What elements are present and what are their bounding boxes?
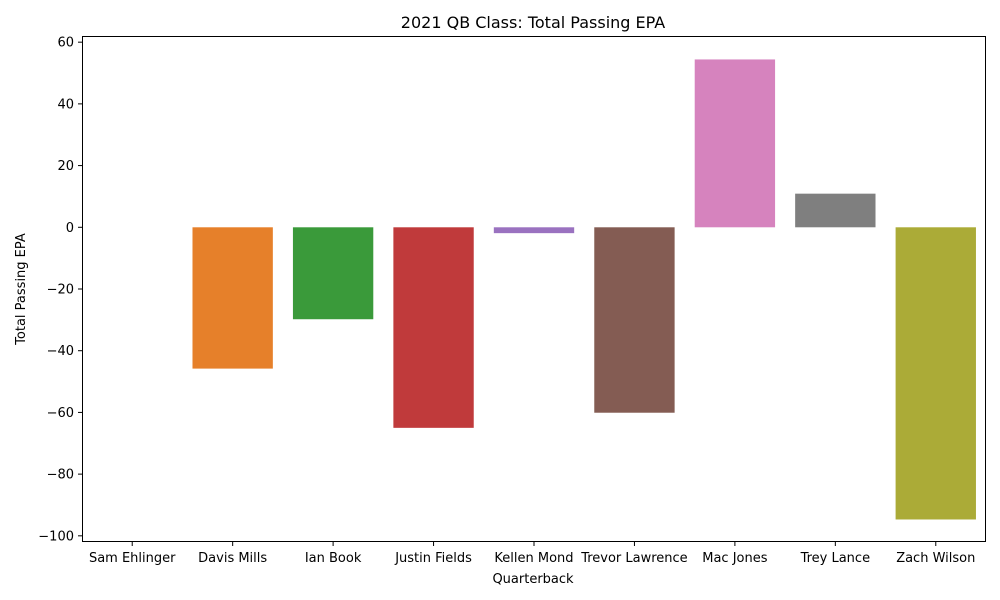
x-axis-label: Quarterback: [492, 572, 574, 587]
bar-trevor-lawrence: [594, 227, 675, 413]
y-tick-label: 0: [66, 221, 74, 236]
x-tick-label: Justin Fields: [394, 551, 472, 566]
x-tick-label: Trey Lance: [800, 551, 871, 566]
x-tick-label: Zach Wilson: [896, 551, 975, 566]
chart-title: 2021 QB Class: Total Passing EPA: [401, 13, 665, 32]
bar-ian-book: [292, 227, 374, 320]
plot-frame: [82, 36, 986, 542]
x-tick-label: Kellen Mond: [494, 551, 573, 566]
x-tick-label: Mac Jones: [702, 551, 767, 566]
y-tick-label: −80: [47, 468, 74, 483]
x-axis-ticks: Sam Ehlinger Davis Mills Ian Book Justin Fi…: [89, 542, 975, 566]
y-axis-label: Total Passing EPA: [14, 233, 29, 346]
x-tick-label: Sam Ehlinger: [89, 551, 176, 566]
y-tick-label: −40: [47, 344, 74, 359]
y-axis-ticks: −100 −80 −60 −40 −20 0 20 40 60: [38, 36, 82, 544]
y-tick-label: 40: [57, 97, 74, 112]
x-tick-label: Trevor Lawrence: [580, 551, 688, 566]
y-tick-label: 20: [57, 159, 74, 174]
bar-kellen-mond: [493, 227, 575, 234]
bar-zach-wilson: [895, 227, 976, 520]
bar-mac-jones: [694, 59, 776, 228]
bar-trey-lance: [795, 193, 876, 228]
x-tick-label: Ian Book: [305, 551, 362, 566]
y-tick-label: −60: [47, 406, 74, 421]
x-tick-label: Davis Mills: [198, 551, 267, 566]
bar-davis-mills: [192, 227, 273, 369]
y-tick-label: 60: [57, 36, 74, 51]
y-tick-label: −100: [38, 529, 74, 544]
y-tick-label: −20: [47, 283, 74, 298]
bars-group: [192, 59, 976, 520]
bar-justin-fields: [393, 227, 474, 428]
